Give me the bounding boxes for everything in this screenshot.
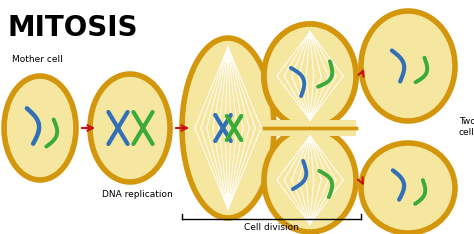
Ellipse shape xyxy=(264,24,356,128)
Text: Mother cell: Mother cell xyxy=(12,55,63,64)
Ellipse shape xyxy=(264,128,356,232)
Ellipse shape xyxy=(90,74,170,182)
FancyBboxPatch shape xyxy=(264,120,356,136)
Ellipse shape xyxy=(182,38,274,218)
Text: Cell division: Cell division xyxy=(244,223,299,232)
Text: Two daughter
cells: Two daughter cells xyxy=(459,117,474,137)
Ellipse shape xyxy=(361,143,455,233)
Text: DNA replication: DNA replication xyxy=(102,190,173,199)
Ellipse shape xyxy=(361,11,455,121)
Text: MITOSIS: MITOSIS xyxy=(8,14,138,42)
Ellipse shape xyxy=(4,76,76,180)
Ellipse shape xyxy=(264,24,356,128)
